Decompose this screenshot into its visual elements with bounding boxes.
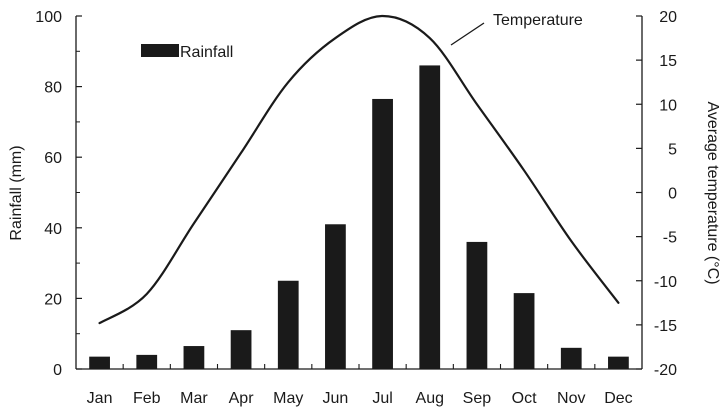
bar-rainfall [325, 224, 346, 369]
annotation-leader-line [450, 22, 485, 46]
y-left-tick-label: 40 [44, 221, 62, 238]
legend-label-rainfall: Rainfall [180, 44, 233, 61]
y-left-tick-label: 20 [44, 291, 62, 308]
bar-rainfall [277, 280, 299, 369]
bar-rainfall [419, 65, 441, 370]
axes-layer [75, 15, 643, 370]
x-tick-label: Mar [180, 390, 208, 407]
x-tick-label: Nov [557, 390, 585, 407]
y-right-tick-label: 0 [668, 186, 677, 203]
y-right-tick-label: 20 [659, 9, 677, 26]
bar-rainfall [372, 98, 393, 369]
y-left-tick-label: 0 [53, 362, 62, 379]
x-tick-label: Apr [229, 390, 255, 407]
y-left-tick-label: 60 [44, 150, 62, 167]
bar-rainfall [513, 293, 535, 369]
tick-labels-layer: 0 20 40 60 80 100 -20 -15 -10 -5 0 5 10 15 20 Jan Feb Mar… [35, 9, 677, 407]
temperature-line-layer [98, 14, 620, 325]
x-tick-label: Dec [604, 390, 632, 407]
bar-rainfall [183, 346, 205, 369]
x-tick-label: Jun [323, 390, 349, 407]
y-right-tick-label: -15 [654, 318, 677, 335]
y-right-tick-label: 5 [668, 141, 677, 158]
annotation-layer: Temperature [450, 12, 583, 46]
bar-rainfall [560, 347, 582, 369]
rainfall-bars [89, 65, 629, 370]
x-tick-label: Jan [87, 390, 113, 407]
x-tick-label: Sep [463, 390, 492, 407]
x-tick-label: Aug [416, 390, 444, 407]
x-tick-label: Oct [512, 390, 537, 407]
y-right-tick-label: -20 [654, 362, 677, 379]
y-right-tick-label: 10 [659, 97, 677, 114]
y-right-tick-label: 15 [659, 53, 677, 70]
bar-rainfall [230, 330, 252, 369]
annotation-temperature: Temperature [493, 12, 583, 29]
bar-rainfall [136, 354, 158, 369]
y-left-tick-label: 100 [35, 9, 62, 26]
x-tick-label: Feb [133, 390, 161, 407]
legend-swatch-rainfall [141, 44, 179, 57]
legend: Rainfall [141, 44, 233, 61]
bar-rainfall [608, 356, 629, 369]
x-tick-label: May [273, 390, 303, 407]
y-right-tick-label: -5 [663, 230, 677, 247]
bar-rainfall [89, 356, 110, 369]
x-tick-label: Jul [372, 390, 392, 407]
y-axis-title-right: Average temperature (°C) [704, 101, 721, 284]
y-right-tick-label: -10 [654, 274, 677, 291]
bar-rainfall [466, 241, 488, 369]
y-axis-title-left: Rainfall (mm) [8, 145, 25, 240]
y-left-tick-label: 80 [44, 80, 62, 97]
temperature-line [98, 14, 620, 325]
